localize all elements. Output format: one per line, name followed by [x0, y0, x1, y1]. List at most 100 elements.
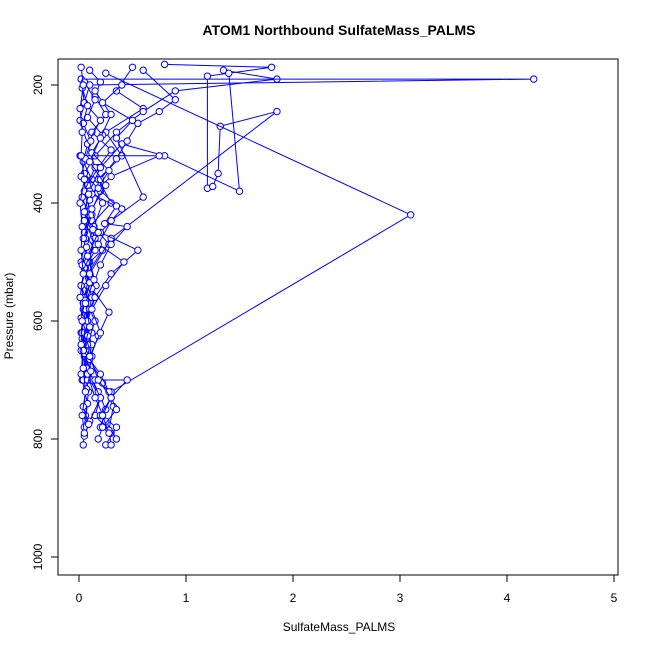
data-point: [91, 96, 99, 104]
data-point: [84, 420, 93, 428]
data-point: [128, 116, 137, 125]
data-point: [98, 411, 107, 420]
data-point: [160, 60, 169, 69]
data-point: [96, 134, 105, 142]
data-point: [105, 429, 113, 437]
data-point: [96, 261, 105, 269]
data-point: [76, 104, 84, 113]
series-14: [76, 63, 90, 437]
data-point: [273, 107, 281, 116]
data-point: [86, 158, 94, 166]
data-point: [102, 181, 110, 190]
x-tick-label: 5: [611, 591, 618, 605]
data-point: [86, 323, 94, 331]
data-point: [134, 246, 142, 254]
data-point: [155, 152, 163, 160]
data-point: [123, 222, 131, 231]
data-point: [235, 187, 244, 195]
series-line: [89, 84, 144, 434]
chart-title: ATOM1 Northbound SulfateMass_PALMS: [202, 22, 475, 38]
series-line: [80, 78, 534, 381]
data-point: [81, 299, 90, 307]
data-point: [155, 107, 163, 116]
data-point: [81, 388, 90, 396]
data-point: [96, 329, 105, 337]
data-point: [76, 199, 84, 207]
data-point: [139, 107, 147, 116]
data-point: [90, 276, 98, 284]
y-tick-label: 200: [31, 75, 45, 95]
data-point: [107, 146, 115, 154]
x-tick-label: 2: [290, 591, 297, 605]
data-point: [79, 81, 87, 89]
data-point: [203, 72, 212, 80]
data-point: [88, 305, 96, 313]
data-point: [139, 66, 147, 74]
data-point: [78, 222, 86, 231]
data-point: [123, 376, 131, 384]
data-point: [78, 411, 86, 420]
series-layer: [76, 60, 538, 449]
data-point: [79, 234, 87, 243]
data-point: [98, 423, 107, 431]
data-point: [112, 155, 121, 163]
series-line: [93, 72, 412, 446]
data-point: [214, 169, 222, 178]
data-point: [94, 184, 102, 192]
data-point: [91, 394, 99, 402]
x-tick-label: 0: [76, 591, 83, 605]
data-point: [76, 293, 84, 302]
data-point: [102, 69, 110, 77]
plot-frame: [57, 58, 619, 576]
x-axis-label: SulfateMass_PALMS: [283, 620, 396, 634]
data-point: [171, 96, 180, 104]
data-point: [267, 63, 276, 72]
data-point: [87, 367, 95, 375]
series-8: [91, 69, 415, 449]
data-point: [87, 137, 95, 145]
data-point: [94, 240, 102, 249]
data-point: [107, 110, 115, 119]
data-point: [128, 63, 137, 72]
data-point: [100, 219, 109, 228]
data-point: [225, 69, 233, 77]
y-tick-label: 600: [31, 311, 45, 331]
data-point: [80, 175, 89, 184]
data-point: [105, 308, 113, 316]
series-5: [77, 75, 538, 384]
data-point: [83, 252, 92, 260]
data-point: [118, 81, 126, 89]
data-point: [107, 441, 115, 449]
data-point: [530, 75, 538, 83]
y-axis-label: Pressure (mbar): [2, 273, 16, 360]
data-point: [80, 429, 89, 437]
data-point: [112, 134, 121, 142]
data-point: [94, 228, 102, 237]
data-point: [107, 394, 115, 402]
data-point: [123, 137, 131, 145]
data-point: [86, 352, 94, 361]
series-15: [86, 81, 147, 437]
data-point: [86, 66, 94, 74]
data-point: [96, 163, 105, 172]
data-point: [107, 240, 115, 249]
data-point: [79, 364, 87, 372]
data-point: [83, 101, 92, 110]
data-point: [80, 208, 89, 216]
data-point: [112, 423, 121, 431]
y-tick-label: 1000: [31, 543, 45, 570]
y-tick-label: 800: [31, 429, 45, 449]
data-point: [139, 193, 147, 201]
series-13: [79, 87, 121, 443]
data-point: [91, 87, 99, 95]
data-point: [98, 99, 107, 107]
data-point: [96, 78, 105, 86]
series-line: [80, 69, 278, 428]
x-tick-label: 1: [183, 591, 190, 605]
data-point: [94, 376, 102, 384]
series-6: [80, 60, 281, 425]
x-tick-label: 4: [504, 591, 511, 605]
data-point: [94, 435, 102, 443]
data-point: [112, 202, 121, 210]
